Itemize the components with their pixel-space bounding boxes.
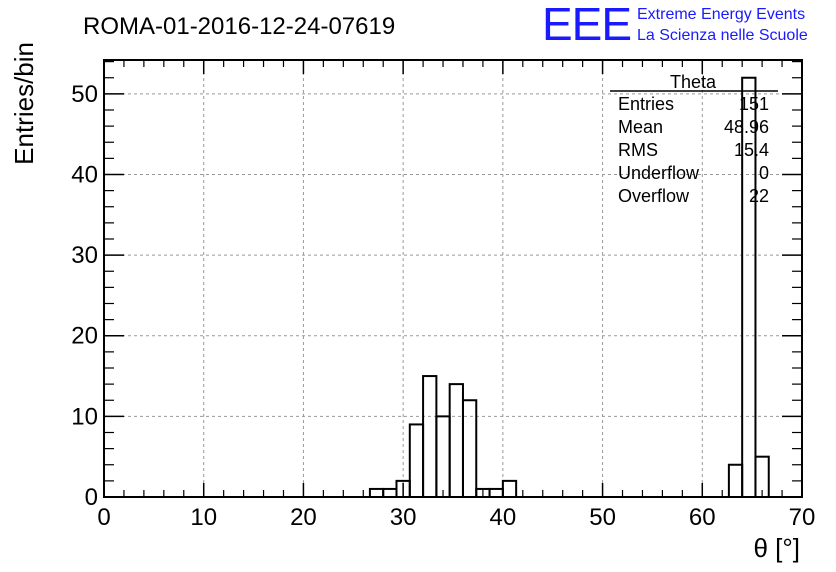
x-tick-label: 0 — [97, 504, 110, 531]
x-tick-label: 20 — [290, 504, 317, 531]
y-tick-label: 40 — [71, 161, 98, 188]
logo-line-2: La Scienza nelle Scuole — [637, 27, 808, 44]
stats-row-value: 15.4 — [734, 140, 769, 160]
chart-title: ROMA-01-2016-12-24-07619 — [83, 13, 395, 40]
y-tick-label: 50 — [71, 81, 98, 108]
tick-labels: 0 10 20 30 40 50 60 70 0 10 20 30 40 50 — [71, 81, 815, 531]
x-tick-label: 50 — [589, 504, 616, 531]
stats-row-label: RMS — [618, 140, 658, 160]
eee-logo: EEE Extreme Energy Events La Scienza nel… — [542, 0, 808, 50]
stats-box: Theta Entries 151 Mean 48.96 RMS 15.4 Underflo… — [610, 72, 778, 206]
stats-row-label: Underflow — [618, 163, 700, 183]
x-tick-label: 60 — [689, 504, 716, 531]
logo-line-1: Extreme Energy Events — [637, 6, 805, 23]
stats-row-value: 151 — [739, 94, 769, 114]
grid-lines — [104, 60, 802, 497]
x-tick-label: 40 — [490, 504, 517, 531]
y-tick-label: 20 — [71, 323, 98, 350]
stats-row-value: 0 — [759, 163, 769, 183]
stats-rows: Entries 151 Mean 48.96 RMS 15.4 Underflow 0 Over… — [618, 94, 769, 206]
logo-mark: EEE — [542, 0, 631, 50]
x-tick-label: 10 — [190, 504, 217, 531]
axis-ticks — [103, 60, 803, 498]
y-tick-label: 10 — [71, 403, 98, 430]
y-tick-label: 30 — [71, 242, 98, 269]
y-axis-label: Entries/bin — [9, 42, 39, 165]
x-tick-label: 70 — [789, 504, 816, 531]
x-tick-label: 30 — [390, 504, 417, 531]
stats-row-value: 22 — [749, 186, 769, 206]
x-axis-label: θ [°] — [753, 533, 800, 563]
stats-title: Theta — [670, 72, 717, 92]
stats-row-value: 48.96 — [724, 117, 769, 137]
plot-frame — [103, 59, 803, 498]
stats-row-label: Mean — [618, 117, 663, 137]
stats-row-label: Entries — [618, 94, 674, 114]
stats-row-label: Overflow — [618, 186, 690, 206]
y-tick-label: 0 — [85, 484, 98, 511]
